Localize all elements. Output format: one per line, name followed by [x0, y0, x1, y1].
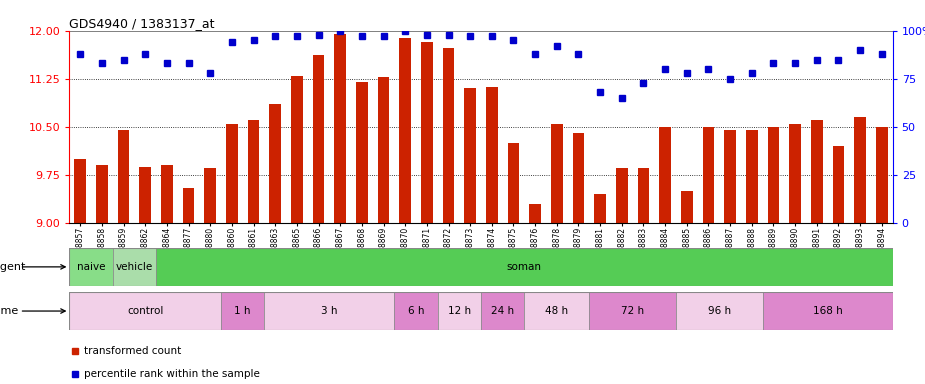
Bar [768, 127, 780, 223]
Bar [702, 127, 714, 223]
Bar [438, 292, 481, 330]
Bar [573, 133, 585, 223]
Text: 1 h: 1 h [234, 306, 251, 316]
Bar [551, 124, 562, 223]
Bar [442, 48, 454, 223]
Text: 24 h: 24 h [491, 306, 514, 316]
Bar [524, 292, 589, 330]
Bar [74, 159, 86, 223]
Text: soman: soman [507, 262, 542, 272]
Bar [508, 143, 520, 223]
Text: 96 h: 96 h [708, 306, 731, 316]
Bar [161, 165, 173, 223]
Bar [811, 120, 822, 223]
Text: 72 h: 72 h [621, 306, 644, 316]
Bar [248, 120, 260, 223]
Bar [832, 146, 845, 223]
Text: percentile rank within the sample: percentile rank within the sample [84, 369, 260, 379]
Bar [334, 34, 346, 223]
Bar [265, 292, 394, 330]
Bar [69, 292, 221, 330]
Bar [464, 88, 476, 223]
Bar [486, 87, 498, 223]
Bar [69, 248, 113, 286]
Bar [660, 127, 672, 223]
Bar [117, 130, 130, 223]
Bar [113, 248, 156, 286]
Bar [400, 38, 411, 223]
Bar [356, 82, 368, 223]
Text: 6 h: 6 h [408, 306, 425, 316]
Text: GDS4940 / 1383137_at: GDS4940 / 1383137_at [69, 17, 215, 30]
Bar [221, 292, 265, 330]
Text: naive: naive [77, 262, 105, 272]
Bar [876, 127, 888, 223]
Bar [156, 248, 893, 286]
Bar [854, 117, 866, 223]
Bar [421, 41, 433, 223]
Bar [529, 204, 541, 223]
Bar [746, 130, 758, 223]
Bar [481, 292, 524, 330]
Bar [724, 130, 736, 223]
Bar [313, 55, 325, 223]
Bar [676, 292, 762, 330]
Text: agent: agent [0, 262, 26, 272]
Bar [762, 292, 893, 330]
Bar [290, 76, 302, 223]
Bar [96, 165, 108, 223]
Bar [269, 104, 281, 223]
Bar [140, 167, 151, 223]
Bar [226, 124, 238, 223]
Text: transformed count: transformed count [84, 346, 181, 356]
Text: time: time [0, 306, 18, 316]
Bar [377, 78, 389, 223]
Bar [616, 168, 628, 223]
Text: vehicle: vehicle [116, 262, 153, 272]
Bar [204, 168, 216, 223]
Text: control: control [127, 306, 164, 316]
Text: 12 h: 12 h [448, 306, 471, 316]
Bar [589, 292, 676, 330]
Text: 48 h: 48 h [545, 306, 568, 316]
Bar [789, 124, 801, 223]
Bar [182, 187, 194, 223]
Text: 168 h: 168 h [813, 306, 843, 316]
Bar [394, 292, 438, 330]
Text: 3 h: 3 h [321, 306, 338, 316]
Bar [681, 191, 693, 223]
Bar [637, 168, 649, 223]
Bar [594, 194, 606, 223]
